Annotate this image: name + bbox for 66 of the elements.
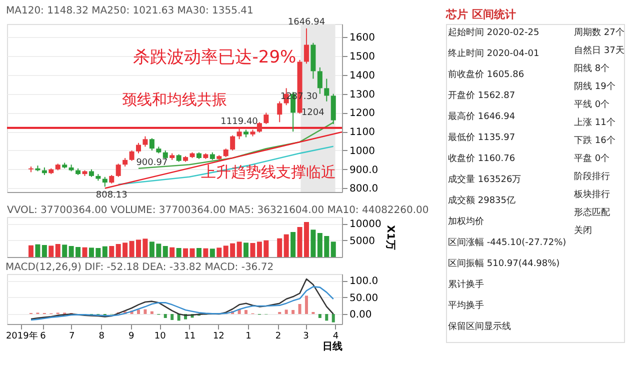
x-tick-label: 6 bbox=[40, 332, 46, 342]
text: 阶段排行 bbox=[574, 171, 610, 182]
y-tick-label: 0.00 bbox=[350, 310, 372, 320]
text: 保留区间显示线 bbox=[448, 321, 511, 332]
text: 上涨 11个 bbox=[574, 117, 616, 128]
x-tick-label: 11 bbox=[184, 332, 196, 342]
text: 起始时间 2020-02-25 bbox=[448, 27, 540, 38]
text: 最低价 1135.97 bbox=[448, 132, 516, 143]
x-tick-label: 9 bbox=[128, 332, 134, 342]
annotation: 颈线和均线共振 bbox=[122, 90, 227, 109]
text: 成交额 29835亿 bbox=[448, 195, 516, 206]
text: 平均换手 bbox=[448, 300, 484, 311]
text: 形态匹配 bbox=[574, 207, 610, 218]
annotation: 杀跌波动率已达-29% bbox=[133, 48, 296, 68]
text: 区间涨幅 -445.10(-27.72%) bbox=[448, 237, 566, 248]
y-tick-label: 900.0 bbox=[350, 164, 378, 176]
annotation: 808.13 bbox=[96, 190, 128, 201]
y-tick-label: 1200 bbox=[350, 108, 375, 120]
text: 板块排行 bbox=[573, 189, 610, 200]
text: 开盘价 1562.87 bbox=[448, 90, 516, 101]
text: 芯片 区间统计 bbox=[445, 8, 516, 21]
chart-title: MACD(12,26,9) DIF: -52.18 DEA: -33.82 MACD: -36.72 bbox=[5, 262, 274, 273]
chart-title: MA120: 1148.32 MA250: 1021.63 MA30: 1355.41 bbox=[6, 5, 254, 16]
y-tick-label: 1500 bbox=[350, 52, 375, 63]
x-tick-label: 2 bbox=[275, 332, 282, 342]
text: 前收盘价 1605.86 bbox=[448, 69, 524, 80]
y-tick-label: 800.0 bbox=[350, 184, 378, 195]
annotation: 1646.94 bbox=[288, 17, 326, 28]
text: 自然日 37天 bbox=[574, 45, 624, 56]
x-tick-label: 1 bbox=[246, 332, 252, 342]
annotation: 1204 bbox=[301, 108, 325, 118]
y-tick-label: 1400 bbox=[350, 70, 375, 82]
text: 累计换手 bbox=[448, 279, 484, 290]
text: 下跌 16个 bbox=[574, 135, 616, 146]
x-axis-title: 日线 bbox=[322, 340, 342, 352]
y-tick-label: 50.00 bbox=[350, 292, 378, 304]
text: 终止时间 2020-04-01 bbox=[448, 48, 540, 59]
y-tick-label: 1100 bbox=[350, 127, 375, 138]
x-tick-label: 10 bbox=[154, 332, 166, 342]
text: 加权均价 bbox=[448, 216, 484, 227]
annotation: 900.97 bbox=[136, 158, 168, 168]
y-tick-label: 1000 bbox=[350, 146, 375, 157]
text: 平盘 0个 bbox=[574, 153, 610, 164]
chart-title: VVOL: 37700364.00 VOLUME: 37700364.00 MA5: 36321604.00 MA10: 44082260.00 bbox=[7, 205, 429, 216]
y-tick-label: 10000 bbox=[350, 219, 382, 230]
y-tick-label: 100.0 bbox=[350, 276, 378, 288]
text: 阳线 8个 bbox=[574, 63, 610, 74]
x-tick-label: 3 bbox=[303, 332, 309, 342]
text: 阴线 19个 bbox=[574, 81, 616, 92]
text: 成交量 163526万 bbox=[448, 174, 522, 185]
x-tick-label: 12 bbox=[212, 332, 224, 342]
y-tick-label: 5000 bbox=[350, 236, 375, 247]
annotation: 1119.40 bbox=[220, 116, 258, 127]
x-tick-label: 4 bbox=[332, 332, 339, 342]
text: 区间振幅 510.97(44.98%) bbox=[448, 258, 560, 269]
x-tick-label: 2019年 bbox=[6, 330, 38, 342]
text: 周期数 27个 bbox=[574, 27, 624, 38]
text: 平线 0个 bbox=[574, 99, 610, 110]
text: 收盘价 1160.76 bbox=[448, 153, 516, 164]
x-tick-label: 7 bbox=[68, 332, 75, 342]
y-axis-title: X1万 bbox=[384, 225, 396, 250]
x-tick-label: 8 bbox=[98, 332, 105, 342]
text: 关闭 bbox=[574, 225, 592, 236]
text: 最高价 1646.94 bbox=[448, 111, 516, 122]
y-tick-label: 1600 bbox=[350, 32, 375, 44]
y-tick-label: 1300 bbox=[350, 89, 375, 100]
